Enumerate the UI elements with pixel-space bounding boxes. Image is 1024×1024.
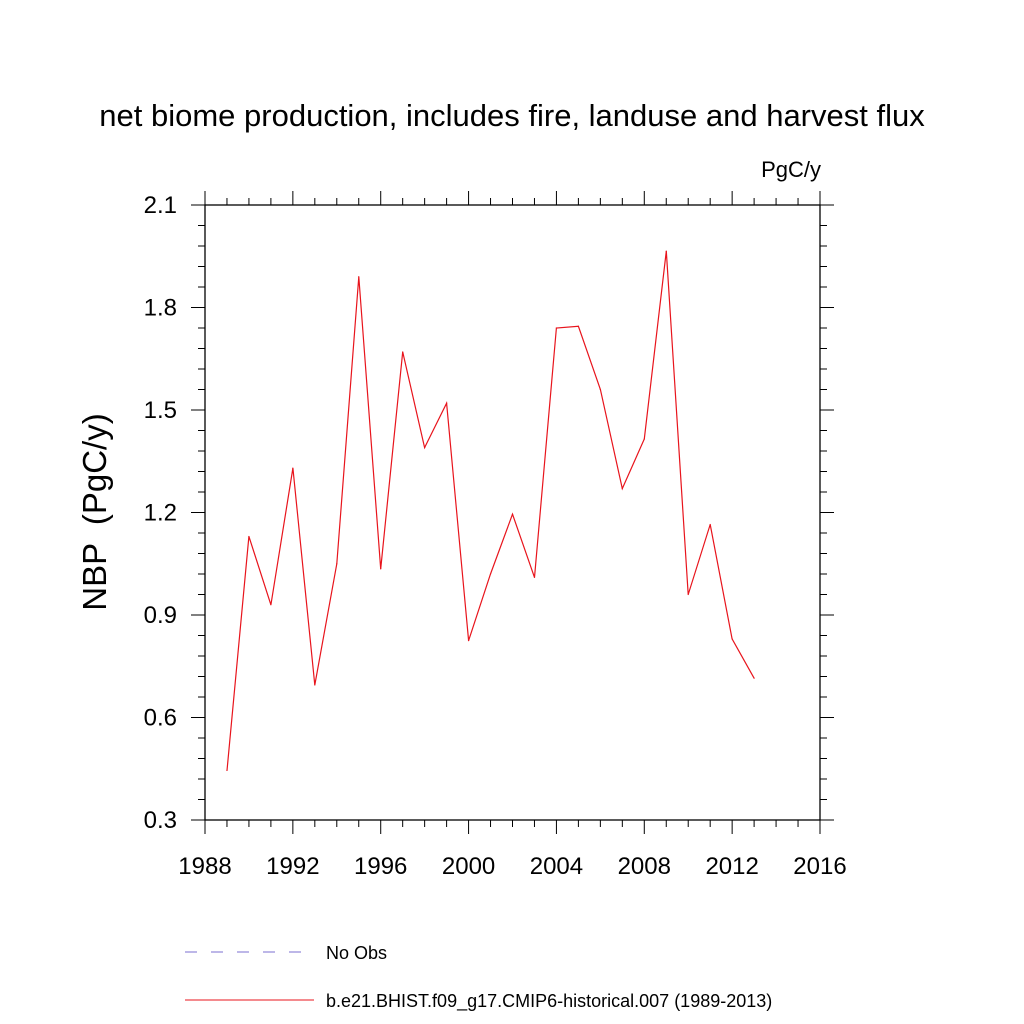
data-point [402, 351, 404, 353]
data-point [270, 604, 272, 606]
data-point [489, 573, 492, 575]
y-tick-label: 0.9 [144, 602, 177, 629]
y-axis-label: NBP (PgC/y) [76, 413, 113, 610]
y-tick-label: 1.2 [144, 500, 177, 527]
legend-label: b.e21.BHIST.f09_g17.CMIP6-historical.007… [326, 991, 772, 1012]
data-point [643, 438, 645, 440]
data-point [314, 684, 316, 686]
data-point [248, 535, 250, 538]
y-tick-label: 1.8 [144, 295, 177, 322]
data-point [753, 677, 755, 679]
x-tick-label: 1992 [266, 853, 319, 880]
data-point [709, 523, 711, 526]
y-tick-label: 0.3 [144, 807, 177, 834]
axes: 0.3 0.6 0.9 1.2 1.5 1.8 2.1 1988 1992 1996 2000 200… [76, 191, 847, 880]
y-tick-label: 2.1 [144, 192, 177, 219]
series-line [226, 251, 755, 771]
y-tick-label: 1.5 [144, 397, 177, 424]
data-point [380, 568, 382, 570]
data-point [599, 388, 601, 391]
x-tick-label: 2016 [793, 853, 846, 880]
x-tick-label: 2004 [530, 853, 583, 880]
data-point [446, 402, 448, 404]
data-point [731, 638, 733, 640]
x-tick-label: 2000 [442, 853, 495, 880]
x-tick-label: 1996 [354, 853, 407, 880]
units-label: PgC/y [761, 157, 821, 182]
data-point [336, 563, 338, 565]
x-tick-label: 2012 [705, 853, 758, 880]
data-point [358, 276, 360, 278]
legend: No Obs b.e21.BHIST.f09_g17.CMIP6-historic… [185, 943, 772, 1012]
data-point [665, 250, 667, 252]
data-point [511, 513, 514, 515]
data-point [226, 769, 228, 772]
series-layer [226, 250, 755, 772]
data-point [621, 487, 623, 490]
legend-label: No Obs [326, 943, 387, 963]
data-point [687, 593, 689, 596]
data-point [424, 446, 426, 449]
data-point [292, 467, 294, 469]
data-point [467, 640, 470, 642]
data-point [533, 576, 536, 579]
data-point [577, 325, 579, 327]
x-tick-label: 1988 [178, 853, 231, 880]
x-tick-label: 2008 [618, 853, 671, 880]
y-tick-label: 0.6 [144, 705, 177, 732]
chart-title: net biome production, includes fire, lan… [99, 98, 925, 133]
data-point [555, 327, 558, 329]
